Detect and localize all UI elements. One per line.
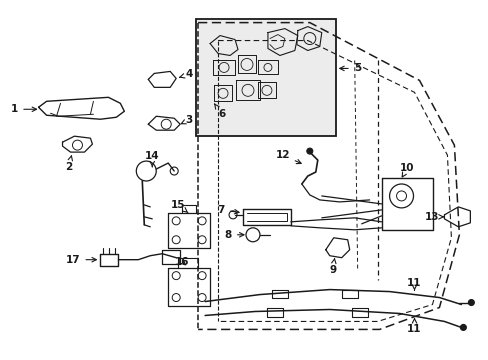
Circle shape	[459, 324, 466, 330]
Text: 9: 9	[328, 259, 336, 275]
Text: 14: 14	[144, 151, 159, 167]
Text: 16: 16	[175, 257, 189, 267]
Text: 6: 6	[214, 104, 225, 119]
Text: 15: 15	[171, 200, 187, 213]
Text: 8: 8	[224, 230, 244, 240]
Text: 13: 13	[424, 212, 442, 222]
Text: 5: 5	[339, 63, 360, 73]
Text: 7: 7	[217, 205, 239, 215]
Text: 1: 1	[11, 104, 37, 114]
Text: 10: 10	[400, 163, 414, 177]
Text: 4: 4	[179, 69, 192, 80]
Text: 2: 2	[65, 156, 72, 172]
Bar	[196, 19, 335, 136]
Text: 3: 3	[181, 115, 192, 125]
Text: 17: 17	[66, 255, 96, 265]
Text: 11: 11	[407, 278, 421, 291]
Text: 12: 12	[275, 150, 301, 164]
Circle shape	[306, 148, 312, 154]
Circle shape	[468, 300, 473, 306]
Text: 11: 11	[407, 319, 421, 334]
